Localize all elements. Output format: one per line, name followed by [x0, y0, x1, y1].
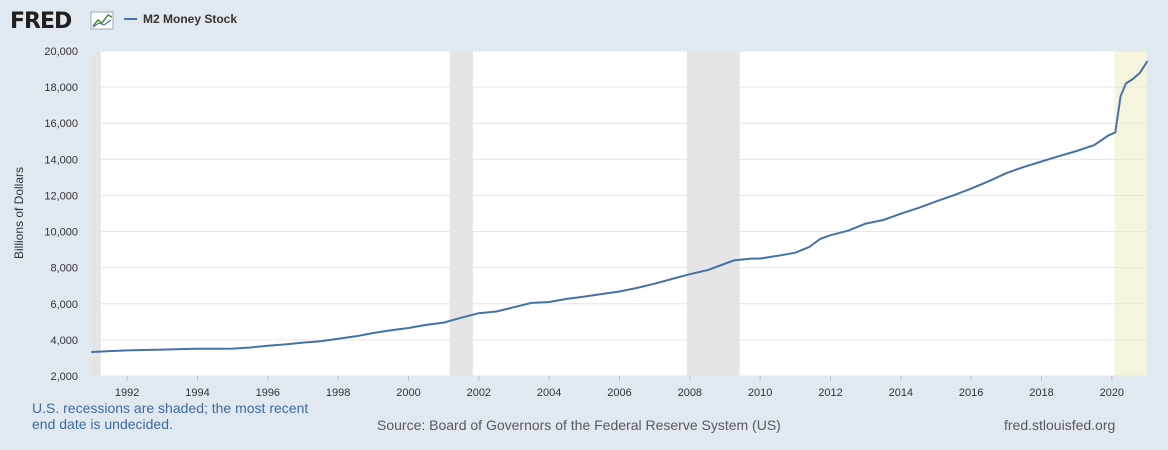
series-line-m2-money-stock[interactable]	[91, 60, 1148, 353]
plot-area	[92, 51, 1147, 376]
x-axis: 1992 1994 1996 1998 2000 2002 2004 2006 2008 2010…	[115, 376, 1124, 399]
x-tick-label: 2002	[467, 387, 491, 399]
x-tick-label: 1998	[326, 387, 350, 399]
y-tick-label: 18,000	[44, 82, 78, 94]
y-axis: 2,000 4,000 6,000 8,000 10,000 12,000 14,000 16…	[44, 46, 78, 383]
x-tick-label: 1996	[256, 387, 280, 399]
x-tick-label: 2010	[748, 387, 772, 399]
recession-note: U.S. recessions are shaded; the most rec…	[32, 400, 309, 432]
site-link[interactable]: fred.stlouisfed.org	[1004, 417, 1116, 433]
y-tick-label: 8,000	[50, 263, 78, 275]
x-tick-label: 2004	[537, 387, 561, 399]
x-tick-label: 1994	[185, 387, 209, 399]
x-tick-label: 1992	[115, 387, 139, 399]
x-tick-label: 2014	[889, 387, 913, 399]
source-text: Source: Board of Governors of the Federa…	[377, 417, 781, 433]
y-axis-title: Billions of Dollars	[12, 167, 26, 259]
legend[interactable]: M2 Money Stock	[124, 12, 237, 26]
x-tick-label: 2016	[959, 387, 983, 399]
x-tick-label: 2012	[818, 387, 842, 399]
x-tick-label: 2006	[607, 387, 631, 399]
x-tick-label: 2000	[396, 387, 420, 399]
y-tick-label: 6,000	[50, 299, 78, 311]
recession-shading-layer	[92, 51, 1147, 376]
y-tick-label: 12,000	[44, 190, 78, 202]
y-tick-label: 14,000	[44, 154, 78, 166]
y-tick-label: 20,000	[44, 46, 78, 58]
recession-band-2	[687, 51, 740, 376]
y-tick-label: 16,000	[44, 118, 78, 130]
x-tick-label: 2008	[678, 387, 702, 399]
y-tick-label: 10,000	[44, 227, 78, 239]
recession-band-0	[92, 51, 101, 376]
y-tick-label: 4,000	[50, 335, 78, 347]
series-layer	[91, 60, 1148, 353]
fred-logo-graph-icon	[90, 11, 114, 30]
fred-logo-text: FRED	[10, 9, 72, 34]
x-tick-label: 2018	[1029, 387, 1053, 399]
x-tick-label: 2020	[1100, 387, 1124, 399]
recession-band-1	[449, 51, 473, 376]
y-tick-label: 2,000	[50, 371, 78, 383]
fred-logo[interactable]: FRED	[10, 9, 114, 34]
legend-label: M2 Money Stock	[143, 12, 237, 26]
